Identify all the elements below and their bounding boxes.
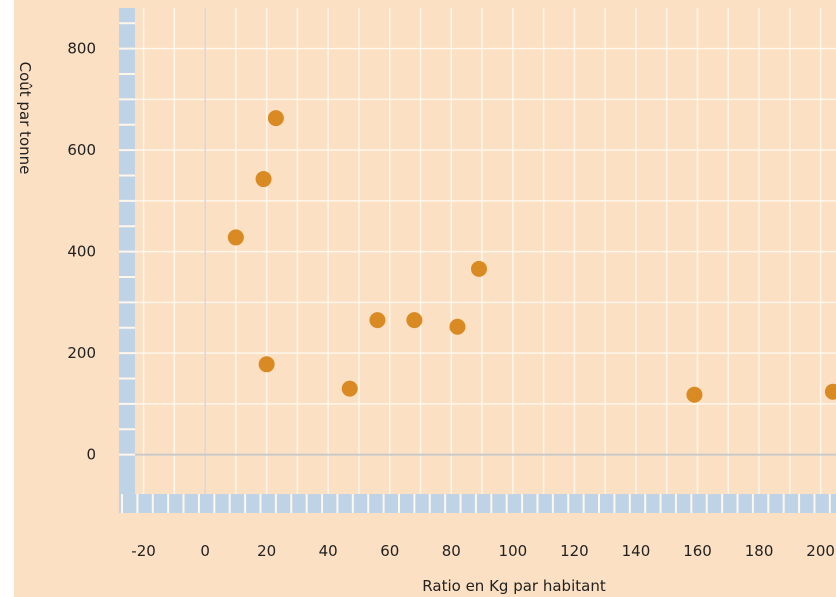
x-tick-label: 20 xyxy=(257,542,276,560)
x-tick-label: 0 xyxy=(200,542,210,560)
x-tick-label: 160 xyxy=(683,542,712,560)
x-tick-label: 60 xyxy=(380,542,399,560)
y-tick-label: 0 xyxy=(86,446,96,464)
x-tick-label: 100 xyxy=(499,542,528,560)
x-tick-labels: -20 0 20 40 60 80 100 120 140 160 180 200 xyxy=(131,542,835,560)
x-axis-band xyxy=(119,494,836,513)
data-point xyxy=(227,229,244,246)
data-point xyxy=(824,383,836,400)
axis-bands xyxy=(119,8,836,513)
y-axis-band xyxy=(119,8,135,513)
data-point xyxy=(471,260,487,277)
x-tick-label: 200 xyxy=(806,542,835,560)
data-point xyxy=(255,171,272,188)
data-point xyxy=(341,380,358,397)
x-tick-label: 140 xyxy=(622,542,651,560)
y-tick-label: 200 xyxy=(67,344,96,362)
y-axis-label: Coût par tonne xyxy=(16,62,34,175)
x-tick-label: -20 xyxy=(131,542,156,560)
y-tick-label: 600 xyxy=(67,141,96,159)
data-point xyxy=(686,386,703,403)
data-point xyxy=(267,110,284,127)
x-tick-label: 180 xyxy=(745,542,774,560)
y-tick-label: 400 xyxy=(67,243,96,261)
y-tick-labels: 0 200 400 600 800 xyxy=(67,40,96,464)
y-tick-label: 800 xyxy=(67,40,96,58)
data-points xyxy=(227,110,836,403)
x-axis-label: Ratio en Kg par habitant xyxy=(422,577,606,595)
data-point xyxy=(258,356,275,373)
data-point xyxy=(406,312,423,329)
x-tick-label: 80 xyxy=(442,542,461,560)
zero-lines xyxy=(135,8,836,494)
data-point xyxy=(369,312,386,329)
data-point xyxy=(449,318,466,335)
x-tick-label: 40 xyxy=(319,542,338,560)
x-tick-label: 120 xyxy=(560,542,589,560)
